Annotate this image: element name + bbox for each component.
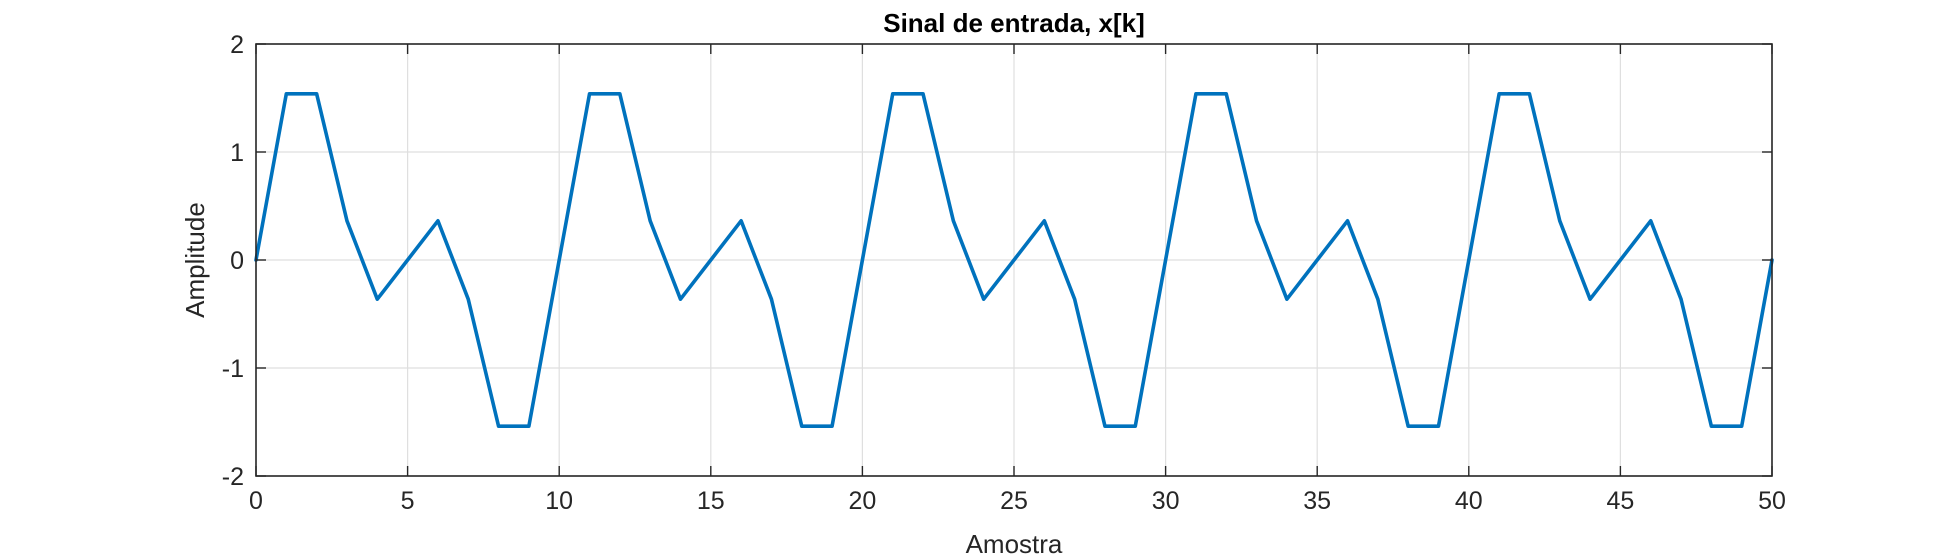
y-tick-label: 2: [230, 31, 244, 59]
y-tick-label: 1: [230, 139, 244, 167]
x-tick-label: 10: [545, 487, 573, 515]
x-tick-label: 30: [1152, 487, 1180, 515]
series-layer: [254, 91, 1774, 429]
x-tick-label: 45: [1606, 487, 1634, 515]
y-tick-label: 0: [230, 247, 244, 275]
y-axis-label: Amplitude: [180, 202, 210, 318]
x-tick-label: 20: [848, 487, 876, 515]
x-tick-label: 40: [1455, 487, 1483, 515]
tick-labels: 0 5 10 15 20 25 30 35 40 45 50 -2 -1 0 1 2: [222, 31, 1786, 515]
x-tick-label: 25: [1000, 487, 1028, 515]
x-tick-label: 50: [1758, 487, 1786, 515]
x-tick-label: 0: [249, 487, 263, 515]
y-tick-label: -2: [222, 463, 244, 491]
chart-title: Sinal de entrada, x[k]: [883, 8, 1145, 38]
tick-marks: [255, 43, 1773, 477]
x-axis-label: Amostra: [966, 529, 1063, 559]
series-line-0: [254, 91, 1774, 429]
y-tick-label: -1: [222, 355, 244, 383]
x-tick-label: 5: [401, 487, 415, 515]
x-tick-label: 15: [697, 487, 725, 515]
x-tick-label: 35: [1303, 487, 1331, 515]
